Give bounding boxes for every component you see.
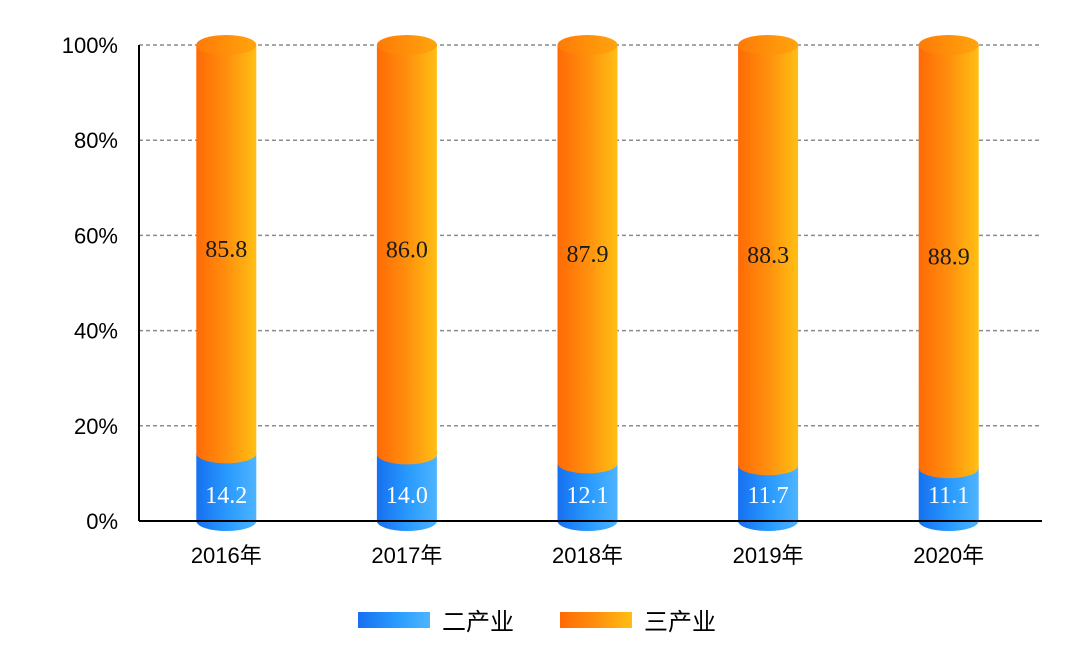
data-label: 88.3 bbox=[747, 243, 789, 269]
bar-group: 12.1 87.9 bbox=[557, 35, 618, 531]
bar-top-cap bbox=[196, 35, 257, 55]
bar-segment bbox=[557, 45, 618, 474]
bar-top-cap bbox=[376, 35, 437, 55]
y-tick-label: 100% bbox=[62, 33, 118, 58]
y-tick-label: 60% bbox=[74, 223, 118, 248]
data-label: 86.0 bbox=[386, 238, 428, 264]
data-label: 85.8 bbox=[205, 237, 247, 263]
x-tick-label: 2019年 bbox=[733, 543, 804, 568]
bar-segment bbox=[738, 45, 799, 476]
bar-segment bbox=[557, 463, 618, 531]
x-axis-labels: 2016年 2017年 2018年 2019年 2020年 bbox=[191, 543, 984, 568]
bar-top-cap bbox=[557, 35, 618, 55]
y-tick-label: 80% bbox=[74, 128, 118, 153]
y-tick-label: 40% bbox=[74, 319, 118, 344]
bar-segment bbox=[918, 468, 979, 531]
bar-segment bbox=[196, 45, 257, 464]
data-label: 11.1 bbox=[928, 483, 969, 509]
axes bbox=[138, 45, 1042, 522]
x-tick-label: 2018年 bbox=[552, 543, 623, 568]
bar-segment bbox=[738, 465, 799, 531]
y-tick-label: 0% bbox=[86, 509, 118, 534]
data-label: 11.7 bbox=[748, 483, 789, 509]
legend-label-series-2: 三产业 bbox=[644, 608, 716, 636]
x-tick-label: 2016年 bbox=[191, 543, 262, 568]
bar-segment bbox=[376, 45, 437, 465]
bar-segment bbox=[196, 453, 257, 531]
bar-top-cap bbox=[918, 35, 979, 55]
bar-group: 14.0 86.0 bbox=[376, 35, 437, 531]
x-tick-label: 2017年 bbox=[371, 543, 442, 568]
legend-label-series-1: 二产业 bbox=[442, 608, 514, 636]
bar-group: 11.1 88.9 bbox=[918, 35, 979, 531]
bar-segment bbox=[918, 45, 979, 479]
data-label: 87.9 bbox=[567, 242, 609, 268]
legend-swatch-series-2 bbox=[560, 612, 632, 628]
legend-swatch-series-1 bbox=[358, 612, 430, 628]
legend: 二产业 三产业 bbox=[358, 608, 716, 636]
y-tick-label: 20% bbox=[74, 414, 118, 439]
data-label: 14.2 bbox=[205, 483, 247, 509]
legend-item-series-1: 二产业 bbox=[358, 608, 514, 636]
bar-group: 14.2 85.8 bbox=[196, 35, 257, 531]
bar-top-cap bbox=[738, 35, 799, 55]
y-axis-ticks: 0% 20% 40% 60% 80% 100% bbox=[62, 33, 118, 534]
bar-group: 11.7 88.3 bbox=[738, 35, 799, 531]
data-label: 88.9 bbox=[928, 245, 970, 271]
data-label: 12.1 bbox=[567, 483, 609, 509]
bar-segment bbox=[376, 454, 437, 531]
x-tick-label: 2020年 bbox=[913, 543, 984, 568]
data-label: 14.0 bbox=[386, 483, 428, 509]
legend-item-series-2: 三产业 bbox=[560, 608, 716, 636]
bars: 14.2 85.8 14.0 86.0 12.1 87.9 11.7 88.3 11.1 88.9 bbox=[196, 35, 979, 531]
